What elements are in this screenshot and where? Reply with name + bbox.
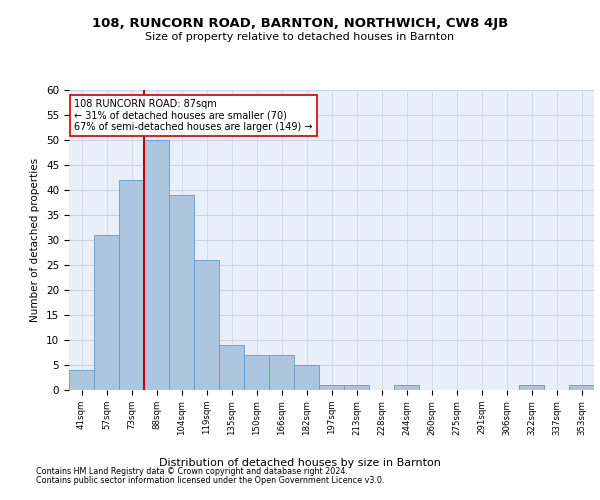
Bar [294, 365, 319, 390]
Text: Contains HM Land Registry data © Crown copyright and database right 2024.: Contains HM Land Registry data © Crown c… [36, 467, 348, 476]
Bar [269, 355, 294, 390]
Bar [119, 180, 144, 390]
Bar [569, 385, 594, 390]
Text: Size of property relative to detached houses in Barnton: Size of property relative to detached ho… [145, 32, 455, 42]
Bar [169, 195, 194, 390]
Bar [519, 385, 544, 390]
Bar [144, 140, 169, 390]
Y-axis label: Number of detached properties: Number of detached properties [31, 158, 40, 322]
Bar [219, 345, 244, 390]
Bar [69, 370, 94, 390]
Bar [94, 235, 119, 390]
Text: 108, RUNCORN ROAD, BARNTON, NORTHWICH, CW8 4JB: 108, RUNCORN ROAD, BARNTON, NORTHWICH, C… [92, 18, 508, 30]
Bar [394, 385, 419, 390]
Bar [344, 385, 369, 390]
Bar [319, 385, 344, 390]
Bar [244, 355, 269, 390]
Bar [194, 260, 219, 390]
Text: 108 RUNCORN ROAD: 87sqm
← 31% of detached houses are smaller (70)
67% of semi-de: 108 RUNCORN ROAD: 87sqm ← 31% of detache… [74, 99, 313, 132]
Text: Contains public sector information licensed under the Open Government Licence v3: Contains public sector information licen… [36, 476, 385, 485]
Text: Distribution of detached houses by size in Barnton: Distribution of detached houses by size … [159, 458, 441, 468]
